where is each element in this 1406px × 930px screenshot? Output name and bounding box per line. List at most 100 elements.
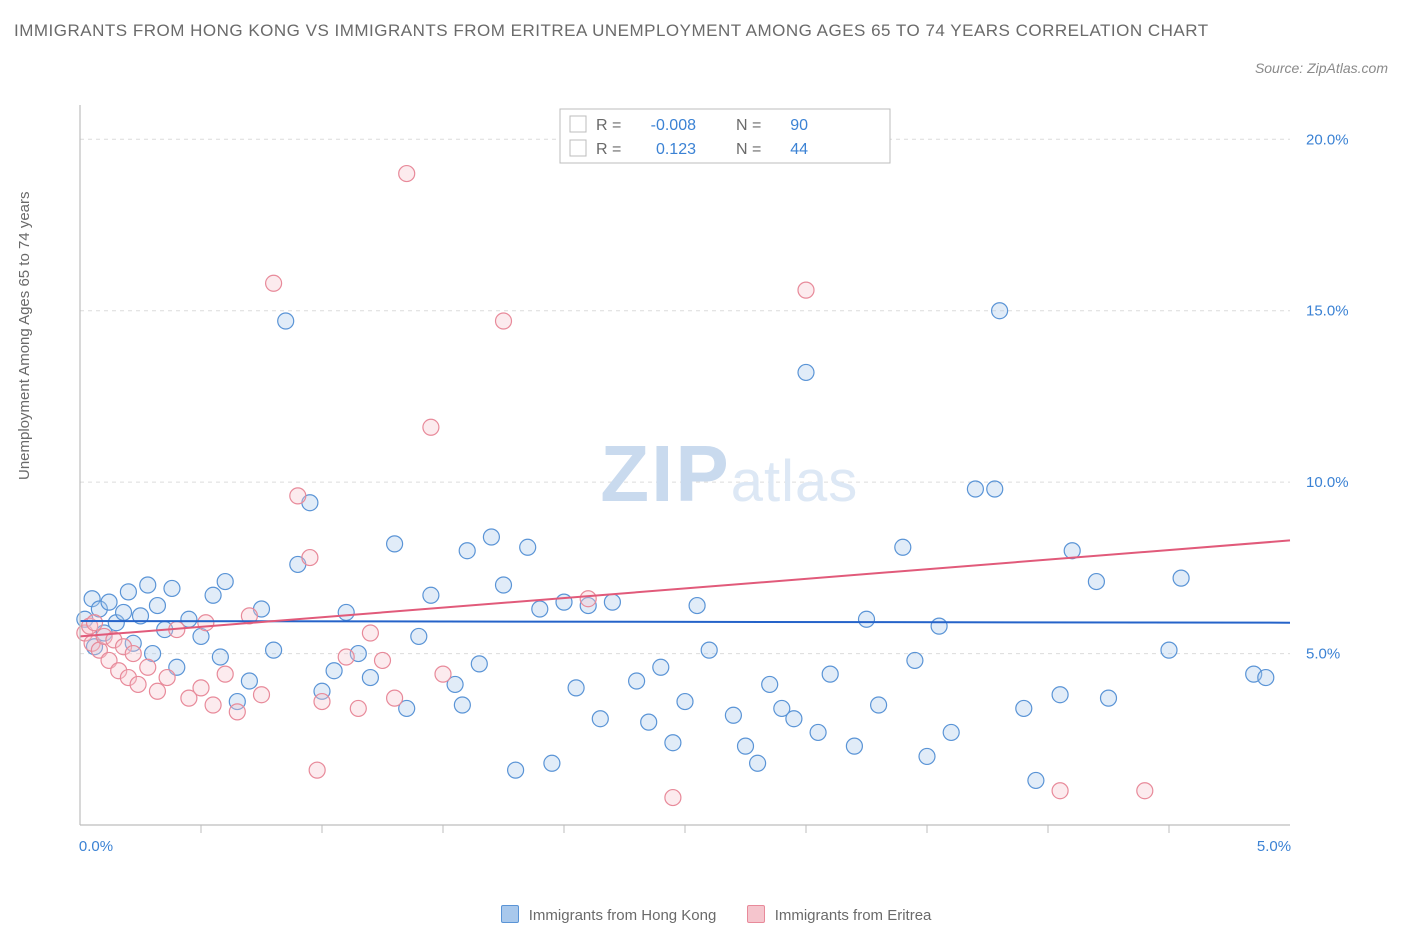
- data-point: [665, 790, 681, 806]
- data-point: [423, 587, 439, 603]
- data-point: [568, 680, 584, 696]
- data-point: [120, 584, 136, 600]
- stat-r-label: R =: [596, 117, 621, 134]
- data-point: [326, 663, 342, 679]
- data-point: [125, 646, 141, 662]
- data-point: [931, 618, 947, 634]
- data-point: [943, 724, 959, 740]
- data-point: [164, 580, 180, 596]
- data-point: [750, 755, 766, 771]
- data-point: [266, 642, 282, 658]
- data-point: [895, 539, 911, 555]
- data-point: [290, 488, 306, 504]
- data-point: [786, 711, 802, 727]
- stat-n-label: N =: [736, 141, 761, 158]
- data-point: [205, 587, 221, 603]
- y-tick-label: 10.0%: [1306, 474, 1349, 491]
- data-point: [454, 697, 470, 713]
- y-axis-label: Unemployment Among Ages 65 to 74 years: [16, 191, 33, 480]
- data-point: [677, 694, 693, 710]
- data-point: [859, 611, 875, 627]
- data-point: [919, 748, 935, 764]
- plot-area: 5.0%10.0%15.0%20.0%ZIPatlas0.0%5.0%R =-0…: [60, 95, 1380, 865]
- data-point: [309, 762, 325, 778]
- data-point: [399, 166, 415, 182]
- data-point: [149, 598, 165, 614]
- data-point: [217, 666, 233, 682]
- stat-r-value-1: -0.008: [651, 117, 696, 134]
- data-point: [338, 649, 354, 665]
- data-point: [423, 419, 439, 435]
- data-point: [350, 700, 366, 716]
- data-point: [1028, 772, 1044, 788]
- data-point: [738, 738, 754, 754]
- data-point: [689, 598, 705, 614]
- data-point: [387, 690, 403, 706]
- data-point: [411, 628, 427, 644]
- legend-label-1: Immigrants from Hong Kong: [529, 907, 717, 924]
- chart-container: IMMIGRANTS FROM HONG KONG VS IMMIGRANTS …: [0, 0, 1406, 930]
- data-point: [130, 676, 146, 692]
- data-point: [229, 704, 245, 720]
- data-point: [871, 697, 887, 713]
- data-point: [241, 673, 257, 689]
- data-point: [362, 625, 378, 641]
- data-point: [1137, 783, 1153, 799]
- data-point: [302, 550, 318, 566]
- data-point: [1052, 687, 1068, 703]
- y-tick-label: 20.0%: [1306, 131, 1349, 148]
- data-point: [544, 755, 560, 771]
- data-point: [629, 673, 645, 689]
- data-point: [140, 577, 156, 593]
- legend-swatch-2: [747, 905, 765, 923]
- data-point: [798, 282, 814, 298]
- stat-r-label: R =: [596, 141, 621, 158]
- data-point: [604, 594, 620, 610]
- data-point: [375, 652, 391, 668]
- x-tick-label: 0.0%: [79, 838, 113, 855]
- stat-n-value-1: 90: [790, 117, 808, 134]
- data-point: [907, 652, 923, 668]
- data-point: [471, 656, 487, 672]
- data-point: [496, 577, 512, 593]
- scatter-svg: 5.0%10.0%15.0%20.0%ZIPatlas0.0%5.0%R =-0…: [60, 95, 1380, 865]
- stat-swatch-2: [570, 140, 586, 156]
- x-tick-label: 5.0%: [1257, 838, 1291, 855]
- legend-bottom: Immigrants from Hong Kong Immigrants fro…: [0, 905, 1406, 924]
- data-point: [1088, 574, 1104, 590]
- data-point: [496, 313, 512, 329]
- data-point: [1161, 642, 1177, 658]
- data-point: [1016, 700, 1032, 716]
- legend-label-2: Immigrants from Eritrea: [775, 907, 932, 924]
- data-point: [159, 670, 175, 686]
- data-point: [725, 707, 741, 723]
- data-point: [101, 594, 117, 610]
- stat-n-value-2: 44: [790, 141, 808, 158]
- stat-swatch-1: [570, 116, 586, 132]
- data-point: [810, 724, 826, 740]
- data-point: [362, 670, 378, 686]
- stat-n-label: N =: [736, 117, 761, 134]
- y-tick-label: 5.0%: [1306, 646, 1340, 663]
- data-point: [254, 687, 270, 703]
- data-point: [992, 303, 1008, 319]
- data-point: [592, 711, 608, 727]
- data-point: [967, 481, 983, 497]
- data-point: [193, 680, 209, 696]
- data-point: [483, 529, 499, 545]
- data-point: [1173, 570, 1189, 586]
- stat-r-value-2: 0.123: [656, 141, 696, 158]
- legend-swatch-1: [501, 905, 519, 923]
- chart-title: IMMIGRANTS FROM HONG KONG VS IMMIGRANTS …: [14, 18, 1266, 44]
- data-point: [217, 574, 233, 590]
- data-point: [556, 594, 572, 610]
- data-point: [205, 697, 221, 713]
- data-point: [653, 659, 669, 675]
- data-point: [435, 666, 451, 682]
- y-tick-label: 15.0%: [1306, 303, 1349, 320]
- data-point: [387, 536, 403, 552]
- data-point: [987, 481, 1003, 497]
- data-point: [87, 615, 103, 631]
- data-point: [822, 666, 838, 682]
- correlation-stats-box: R = -0.008 N = 90 R = 0.123 N = 44: [560, 109, 890, 163]
